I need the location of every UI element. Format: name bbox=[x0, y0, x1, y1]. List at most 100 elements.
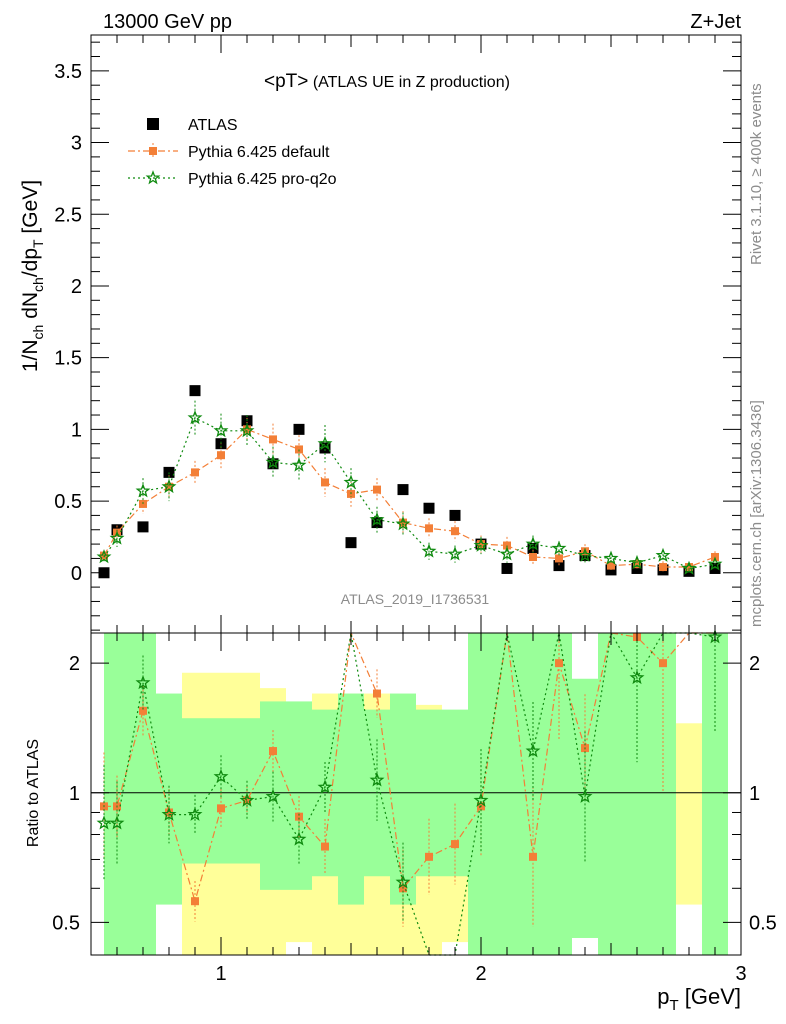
default-ratio-point bbox=[425, 852, 433, 861]
proq2o-point bbox=[109, 530, 125, 545]
proq2o-point bbox=[239, 422, 255, 438]
legend-title: <pT> (ATLAS UE in Z production) bbox=[264, 71, 510, 92]
band-inner bbox=[338, 693, 364, 905]
default-ratio-point bbox=[295, 812, 303, 821]
band-outer bbox=[676, 723, 702, 905]
x-tick-label: 3 bbox=[735, 963, 746, 985]
proq2o-ratio-point bbox=[395, 874, 411, 889]
proq2o-point bbox=[395, 516, 411, 531]
default-ratio-point bbox=[243, 796, 251, 805]
main-y-tick-label: 0.5 bbox=[54, 491, 82, 513]
proq2o-ratio-point bbox=[629, 669, 645, 685]
atlas-point bbox=[397, 484, 409, 496]
atlas-point bbox=[345, 537, 357, 549]
band-inner bbox=[182, 718, 208, 864]
proq2o-point bbox=[577, 547, 593, 562]
proq2o-ratio-point bbox=[525, 743, 541, 758]
main-y-tick-label: 3.5 bbox=[54, 61, 82, 83]
series-line-2 bbox=[103, 417, 716, 570]
main-y-tick-label: 1 bbox=[71, 419, 82, 441]
ratio-line-2 bbox=[104, 631, 716, 956]
default-point bbox=[659, 563, 667, 572]
proq2o-ratio-point bbox=[369, 772, 385, 787]
proq2o-ratio-point bbox=[577, 788, 593, 803]
proq2o-ratio-point bbox=[317, 779, 333, 794]
uncertainty-bands bbox=[104, 633, 728, 955]
proq2o-point bbox=[525, 536, 541, 551]
proq2o-ratio-point bbox=[161, 806, 177, 821]
legend-label: Pythia 6.425 default bbox=[188, 144, 330, 161]
default-point bbox=[529, 552, 537, 561]
proq2o-ratio-point bbox=[213, 768, 229, 783]
legend-marker-default bbox=[149, 147, 157, 155]
atlas-point bbox=[709, 562, 721, 574]
x-axis-label: pT [GeV] bbox=[657, 984, 741, 1014]
main-y-tick-label: 1.5 bbox=[54, 348, 82, 370]
axis-ticks: 1 2 3 0 0.5 1 1.5 2 2.5 3 3.5 0.5 0.5 1 1 2 2 bbox=[52, 35, 777, 985]
header-left: 13000 GeV pp bbox=[103, 11, 232, 33]
atlas-point bbox=[423, 502, 435, 514]
proq2o-point bbox=[603, 550, 619, 565]
main-y-tick-label: 2.5 bbox=[54, 204, 82, 226]
rivet-label: Rivet 3.1.10, ≥ 400k events bbox=[748, 83, 765, 265]
x-tick-label: 2 bbox=[475, 963, 486, 985]
ratio-y-tick-label-right: 2 bbox=[749, 653, 760, 675]
default-point bbox=[633, 560, 641, 569]
proq2o-ratio-point bbox=[96, 815, 112, 830]
default-ratio-point bbox=[217, 804, 225, 813]
default-ratio-point bbox=[165, 808, 173, 817]
proq2o-point bbox=[473, 537, 489, 552]
ratio-y-tick-label-right: 1 bbox=[749, 783, 760, 805]
proq2o-point bbox=[551, 540, 567, 555]
proq2o-ratio-point bbox=[109, 815, 125, 830]
proq2o-point bbox=[161, 478, 177, 494]
legend: ATLAS Pythia 6.425 default Pythia 6.425 pr… bbox=[128, 117, 337, 188]
ratio-panel-series bbox=[96, 629, 723, 956]
atlas-point bbox=[319, 442, 331, 454]
proq2o-point bbox=[343, 474, 359, 489]
proq2o-point bbox=[96, 549, 112, 564]
default-point bbox=[555, 554, 563, 563]
svg-text:1/Nch dNch/dpT [GeV]: 1/Nch dNch/dpT [GeV] bbox=[19, 180, 46, 372]
atlas-point bbox=[293, 423, 305, 435]
ratio-y-tick-label: 0.5 bbox=[52, 912, 80, 934]
default-point bbox=[243, 425, 251, 434]
default-ratio-point bbox=[451, 840, 459, 849]
band-inner bbox=[390, 693, 416, 905]
proq2o-point bbox=[655, 547, 671, 562]
main-y-tick-label: 0 bbox=[71, 563, 82, 585]
atlas-point bbox=[631, 562, 643, 574]
default-point bbox=[191, 468, 199, 477]
proq2o-point bbox=[447, 546, 463, 561]
band-inner bbox=[494, 633, 520, 955]
proq2o-ratio-point bbox=[473, 792, 489, 807]
ratio-plot-frame bbox=[90, 632, 742, 956]
proq2o-ratio-point bbox=[291, 831, 307, 846]
band-inner bbox=[286, 701, 312, 890]
header-right: Z+Jet bbox=[690, 11, 741, 33]
main-y-axis-label: 1/Nch dNch/dpT [GeV] bbox=[19, 180, 46, 372]
proq2o-point bbox=[499, 546, 515, 561]
ratio-y-tick-label-right: 0.5 bbox=[749, 912, 777, 934]
default-ratio-point bbox=[555, 659, 563, 668]
band-inner bbox=[598, 633, 624, 955]
proq2o-point bbox=[369, 511, 385, 527]
proq2o-point bbox=[421, 543, 437, 558]
analysis-watermark: ATLAS_2019_I1736531 bbox=[341, 591, 490, 607]
default-point bbox=[373, 485, 381, 494]
default-point bbox=[165, 482, 173, 491]
series-line-1 bbox=[103, 428, 716, 568]
atlas-point bbox=[605, 564, 617, 576]
proq2o-point bbox=[707, 556, 723, 571]
default-ratio-point bbox=[529, 852, 537, 861]
main-panel-series bbox=[96, 385, 723, 579]
x-tick-label: 1 bbox=[215, 963, 226, 985]
proq2o-point bbox=[213, 422, 229, 438]
default-point bbox=[321, 478, 329, 487]
ratio-y-tick-label: 1 bbox=[69, 783, 80, 805]
proq2o-point bbox=[681, 560, 697, 575]
default-ratio-point bbox=[321, 842, 329, 851]
mcplots-label: mcplots.cern.ch [arXiv:1306.3436] bbox=[748, 400, 765, 627]
legend-marker-atlas bbox=[147, 118, 159, 130]
